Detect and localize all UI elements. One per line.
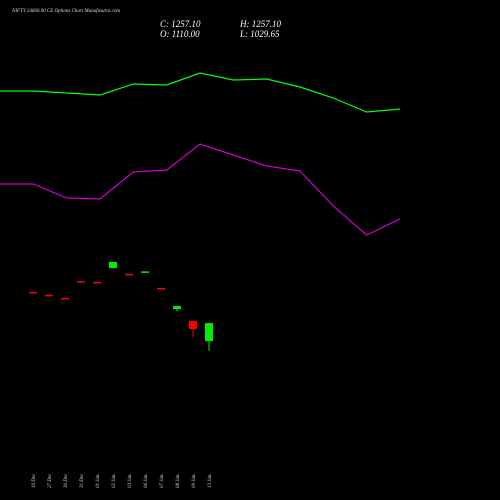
candle-body (61, 297, 69, 300)
ma-line (0, 72, 401, 113)
candle-body (157, 288, 165, 290)
candle-body (173, 305, 181, 310)
x-tick-label: 01 Jan (96, 474, 101, 488)
candle-body (77, 281, 85, 283)
x-tick-label: 09 Jan (192, 474, 197, 488)
ma-line (0, 143, 401, 236)
candle-body (45, 294, 53, 297)
candle-body (189, 321, 197, 329)
x-tick-label: 02 Jan (112, 474, 117, 488)
candle-body (93, 281, 101, 284)
x-tick-label: 06 Jan (144, 474, 149, 488)
candle-body (29, 291, 37, 294)
x-tick-label: 13 Jan (208, 474, 213, 488)
x-tick-label: 16 Dec (32, 473, 37, 488)
x-tick-label: 27 Dec (48, 473, 53, 488)
close-label: C: 1257.10 (160, 19, 201, 29)
high-label: H: 1257.10 (239, 19, 281, 29)
candle-body (109, 261, 117, 268)
x-tick-label: 03 Jan (128, 474, 133, 488)
candle-body (125, 273, 133, 276)
low-label: L: 1029.65 (239, 29, 280, 39)
x-tick-label: 31 Dec (80, 473, 85, 488)
x-tick-label: 30 Dec (64, 473, 69, 488)
open-label: O: 1110.00 (160, 29, 200, 39)
candle-body (205, 323, 213, 342)
x-tick-label: 08 Jan (176, 474, 181, 488)
candle-body (141, 271, 149, 273)
x-tick-label: 07 Jan (160, 474, 165, 488)
chart-title: NIFTY 24600.00 CE Options Chart Munafasu… (11, 9, 120, 14)
